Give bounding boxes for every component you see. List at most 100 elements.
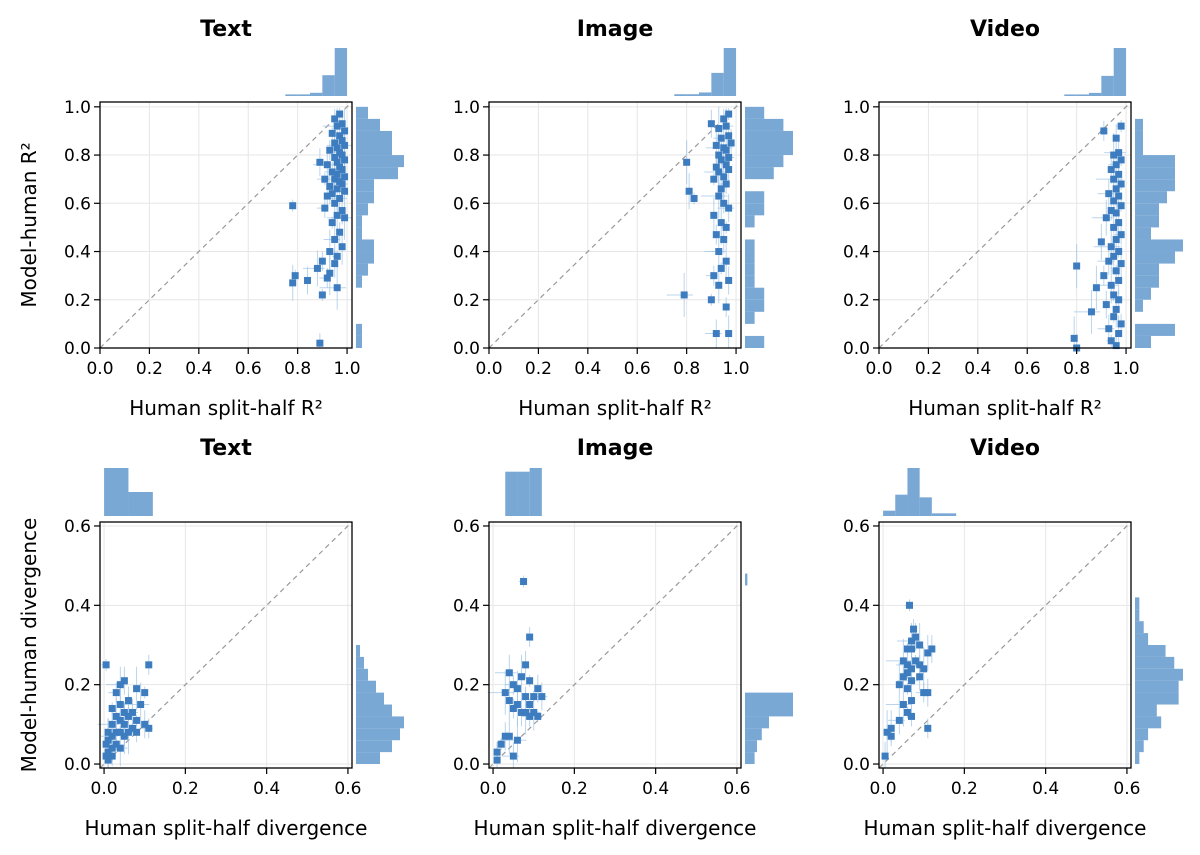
data-point: [141, 720, 149, 728]
data-point: [715, 151, 723, 159]
y-tick-label: 0.8: [843, 146, 870, 166]
data-point: [1105, 190, 1113, 198]
data-point: [338, 243, 346, 251]
y-tick-label: 0.8: [453, 146, 480, 166]
data-point: [908, 645, 916, 653]
data-point: [1117, 260, 1125, 268]
data-point: [717, 264, 725, 272]
data-point: [333, 211, 341, 219]
y-marginal-histogram-bar: [356, 656, 364, 669]
y-marginal-histogram-bar: [1135, 645, 1166, 657]
data-point: [321, 175, 329, 183]
panel-title: Text: [200, 436, 252, 461]
data-point: [341, 156, 349, 164]
y-marginal-histogram-bar: [1135, 609, 1140, 622]
data-point: [1073, 262, 1081, 270]
data-point: [338, 137, 346, 145]
data-point: [318, 257, 326, 265]
data-point: [722, 122, 730, 130]
y-marginal-histogram-bar: [356, 203, 368, 216]
data-point: [905, 601, 913, 609]
x-marginal-histogram-bar: [285, 94, 298, 96]
data-point: [1110, 175, 1118, 183]
data-point: [518, 708, 526, 716]
data-point: [124, 712, 132, 720]
x-tick-label: 0.4: [642, 779, 669, 799]
data-point: [530, 708, 538, 716]
data-point: [341, 187, 349, 195]
y-tick-label: 0.6: [64, 194, 91, 214]
x-marginal-histogram-bar: [104, 468, 129, 516]
x-tick-label: 0.0: [865, 359, 892, 379]
data-point: [338, 166, 346, 174]
y-marginal-histogram-bar: [356, 215, 362, 228]
data-point: [116, 681, 124, 689]
x-tick-label: 0.2: [172, 779, 199, 799]
x-marginal-histogram-bar: [334, 48, 348, 96]
scatter-panel-text-divergence: 0.00.0 0.2 0.2 0.4 0.4 0.6 0.6 Text Human split-…: [17, 436, 404, 840]
scatter-panel-image-r2: 0.00.0 0.2 0.2 0.4 0.4 0.6 0.6 0.8 0.8 1.0 1.0 Imag…: [453, 17, 793, 420]
data-point: [1117, 202, 1125, 210]
data-point: [141, 689, 149, 697]
y-marginal-histogram-bar: [1135, 323, 1175, 336]
data-point: [333, 144, 341, 152]
y-marginal-histogram-bar: [1135, 621, 1144, 634]
x-tick-label: 0.4: [253, 779, 280, 799]
data-point: [924, 724, 932, 732]
y-marginal-histogram-bar: [745, 728, 762, 741]
y-marginal-histogram-bar: [356, 716, 404, 729]
scatter-panel-video-divergence: 0.00.0 0.2 0.2 0.4 0.4 0.6 0.6 Video Human split…: [843, 436, 1183, 840]
data-point: [116, 701, 124, 709]
data-point: [526, 701, 534, 709]
data-point: [1117, 156, 1125, 164]
data-point: [1115, 248, 1123, 256]
data-point: [717, 134, 725, 142]
data-point: [1115, 219, 1123, 227]
data-point: [331, 115, 339, 123]
plot-frame: [878, 521, 1132, 769]
y-marginal-histogram-bar: [356, 263, 368, 276]
x-axis-label: Human split-half R²: [908, 396, 1102, 420]
data-point: [145, 661, 153, 669]
data-point: [720, 173, 728, 181]
y-tick-label: 0.6: [64, 517, 91, 537]
data-point: [725, 276, 733, 284]
x-marginal-histogram-bar: [1101, 75, 1114, 96]
data-point: [341, 141, 349, 149]
x-marginal-histogram-bar: [529, 468, 542, 516]
y-marginal-histogram-bar: [1135, 704, 1157, 717]
y-marginal-histogram-bar: [1135, 716, 1162, 729]
data-point: [1112, 305, 1120, 313]
data-point: [916, 661, 924, 669]
data-point: [1107, 166, 1115, 174]
data-point: [129, 724, 137, 732]
x-tick-label: 0.6: [723, 779, 750, 799]
x-marginal-histogram-bar: [505, 471, 518, 516]
data-point: [326, 269, 334, 277]
y-marginal-histogram-bar: [745, 299, 765, 312]
data-point: [1117, 122, 1125, 130]
panel-title: Image: [577, 17, 654, 42]
y-marginal-histogram-bar: [1135, 633, 1149, 645]
data-point: [323, 161, 331, 169]
data-point: [333, 122, 341, 130]
x-marginal-histogram-bar: [1089, 92, 1102, 96]
data-point: [725, 166, 733, 174]
data-point: [712, 231, 720, 239]
data-point: [331, 199, 339, 207]
identity-line: [488, 101, 742, 349]
data-point: [910, 625, 918, 633]
y-marginal-histogram-bar: [1135, 203, 1159, 216]
data-point: [1115, 330, 1123, 338]
scatter-panel-text-r2: 0.00.0 0.2 0.2 0.4 0.4 0.6 0.6 0.8 0.8 1.0 1.0 Text…: [17, 17, 404, 420]
data-point: [1117, 231, 1125, 239]
data-point: [331, 139, 339, 147]
y-marginal-histogram-bar: [356, 668, 368, 681]
y-tick-label: 0.2: [453, 291, 480, 311]
data-point: [108, 744, 116, 752]
y-marginal-histogram-bar: [1135, 287, 1151, 300]
y-marginal-histogram-bar: [356, 155, 404, 168]
data-point: [725, 204, 733, 212]
y-marginal-histogram-bar: [356, 130, 392, 143]
data-point: [108, 704, 116, 712]
